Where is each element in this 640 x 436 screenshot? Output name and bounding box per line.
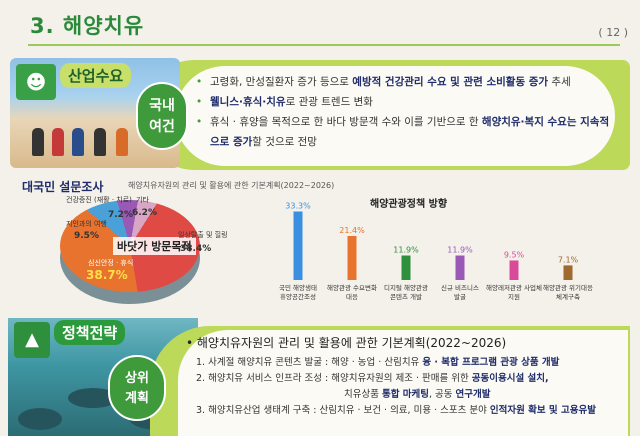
chart-growth-icon: ▲ bbox=[14, 322, 50, 358]
bar-5 bbox=[563, 265, 573, 280]
badge-line: 상위 bbox=[125, 371, 149, 386]
bar-2 bbox=[401, 255, 411, 280]
badge-line: 계획 bbox=[125, 391, 149, 406]
bar-category-label: 지원 bbox=[508, 292, 520, 301]
bar-0 bbox=[293, 211, 303, 280]
bar-category-label: 휴양공간조성 bbox=[280, 292, 316, 301]
person-figure bbox=[32, 128, 44, 156]
badge-line: 국내 bbox=[149, 98, 175, 114]
chart-title: 해양관광정책 방향 bbox=[370, 199, 448, 210]
bar-3 bbox=[455, 255, 465, 280]
bullet-item: 고령화, 만성질환자 증가 등으로 예방적 건강관리 수요 및 관련 소비활동 … bbox=[196, 72, 616, 92]
bar-value-label: 9.5% bbox=[504, 250, 525, 259]
pie-center-label: 바닷가 방문목적 bbox=[113, 237, 196, 255]
bar-value-label: 21.4% bbox=[339, 226, 365, 235]
bar-category-label: 디지털 해양관광 bbox=[384, 283, 428, 292]
bar-category-label: 해양관광 수요변화 bbox=[327, 283, 377, 292]
person-figure bbox=[72, 128, 84, 156]
section2-panel bbox=[178, 330, 628, 436]
sculpture-shape bbox=[68, 388, 118, 408]
bar-category-label: 신규 비즈니스 bbox=[441, 283, 479, 292]
pie-slice-label: 심신안정 · 휴식 bbox=[88, 259, 134, 267]
person-figure bbox=[116, 128, 128, 156]
plan-item: 3. 해양치유산업 생태계 구축 : 산림치유 · 보건 · 의료, 미용 · … bbox=[196, 405, 596, 416]
pie-slice-label: 건강증진 (재활 · 치료) bbox=[66, 196, 132, 204]
pie-slice-pct: 7.2% bbox=[108, 210, 133, 220]
pie-slice-label: 일상탈출 및 힐링 bbox=[178, 231, 228, 239]
section2-list: 1. 사계절 해양치유 콘텐츠 발굴 : 해양 · 농업 · 산림치유 융 · … bbox=[196, 355, 636, 419]
pie-slice-label: 기타 bbox=[136, 196, 149, 204]
pie-slice-pct: 9.5% bbox=[74, 231, 99, 241]
bar-category-label: 해양관광 위기대응 bbox=[543, 283, 593, 292]
bar-category-label: 체계구축 bbox=[556, 292, 580, 301]
page-title: 3. 해양치유 bbox=[30, 14, 145, 38]
bar-4 bbox=[509, 260, 519, 280]
pie-slice-label: 지인과의 여행 bbox=[66, 220, 107, 228]
bar-category-label: 국민 해양생태 bbox=[279, 283, 317, 292]
plan-item: 치유상품 통합 마케팅, 공동 연구개발 bbox=[344, 389, 491, 400]
plan-item: 1. 사계절 해양치유 콘텐츠 발굴 : 해양 · 농업 · 산림치유 융 · … bbox=[196, 357, 560, 368]
bar-value-label: 11.9% bbox=[447, 246, 473, 255]
pie-slice-pct: 38.7% bbox=[86, 268, 128, 282]
person-figure bbox=[52, 128, 64, 156]
page-number: ( 12 ) bbox=[598, 26, 628, 39]
survey-title: 대국민 설문조사 bbox=[22, 180, 104, 194]
bar-category-label: 콘텐츠 개발 bbox=[390, 292, 422, 301]
pie-slice-pct: 38.4% bbox=[180, 244, 212, 254]
section2-heading: • 해양치유자원의 관리 및 활용에 관한 기본계획(2022~2026) bbox=[186, 336, 507, 350]
section2-badge: 상위 계획 bbox=[108, 355, 166, 421]
section1-bullets: 고령화, 만성질환자 증가 등으로 예방적 건강관리 수요 및 관련 소비활동 … bbox=[196, 72, 616, 152]
badge-line: 여건 bbox=[149, 119, 175, 135]
people-icon: ☻ bbox=[16, 64, 56, 100]
bar-value-label: 7.1% bbox=[558, 255, 579, 264]
pie-slice-pct: 6.2% bbox=[132, 208, 157, 218]
bar-category-label: 발굴 bbox=[454, 292, 466, 301]
title-divider bbox=[28, 44, 620, 46]
sculpture-shape bbox=[18, 408, 62, 430]
person-figure bbox=[94, 128, 106, 156]
section2-label: 정책전략 bbox=[54, 320, 126, 345]
bar-value-label: 33.3% bbox=[285, 201, 311, 210]
plan-item: 2. 해양치유 서비스 인프라 조성 : 해양치유자원의 제조 · 판매를 위한… bbox=[196, 373, 549, 384]
bar-value-label: 11.9% bbox=[393, 246, 419, 255]
page-header: 3. 해양치유 ( 12 ) bbox=[0, 0, 640, 46]
bar-category-label: 해양레저관광 사업체 bbox=[486, 283, 542, 292]
bullet-item: 휴식 · 휴양을 목적으로 한 바다 방문객 수와 이를 기반으로 한 해양치유… bbox=[196, 112, 616, 152]
survey-subtitle: 해양치유자원의 관리 및 활용에 관한 기본계획(2022~2026) bbox=[128, 181, 335, 190]
bar-1 bbox=[347, 235, 357, 280]
bar-category-label: 대응 bbox=[346, 293, 358, 301]
section1-label: 산업수요 bbox=[60, 63, 132, 88]
bullet-item: 웰니스·휴식·치유로 관광 트렌드 변화 bbox=[196, 92, 616, 112]
section1-badge: 국내 여건 bbox=[136, 82, 188, 150]
